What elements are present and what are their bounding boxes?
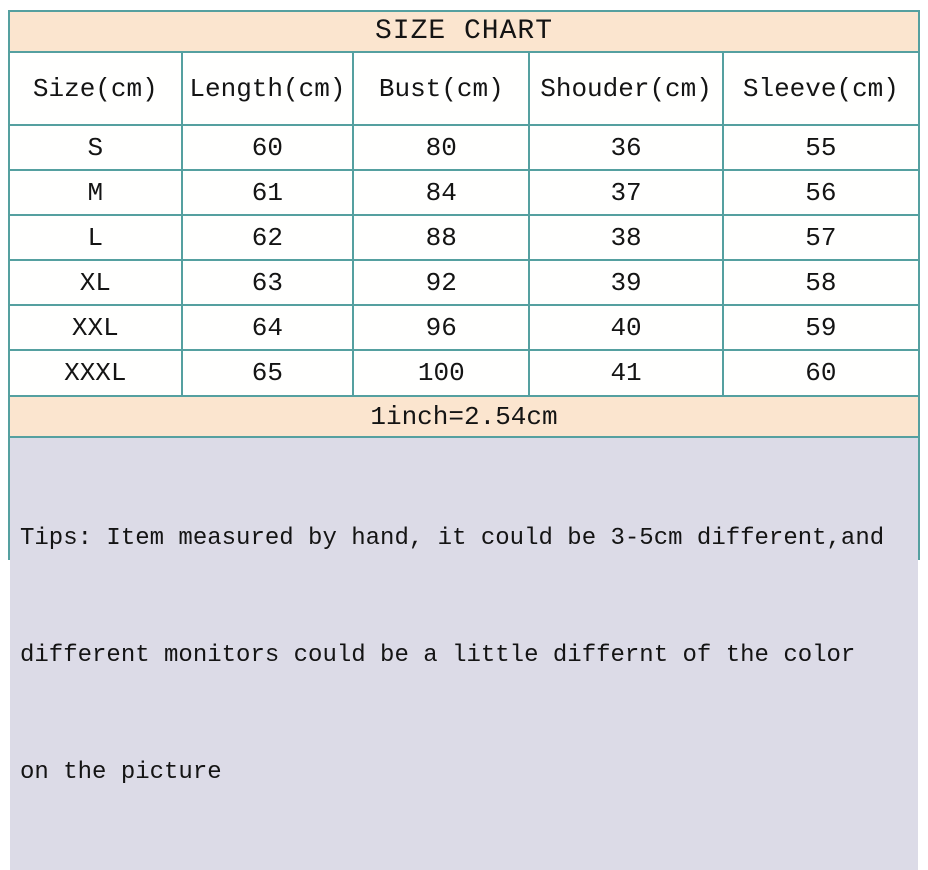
cell-shouder: 39 [528, 259, 724, 306]
size-chart-panel: SIZE CHART Size(cm) Length(cm) Bust(cm) … [8, 10, 920, 870]
column-header-length: Length(cm) [180, 52, 355, 126]
cell-sleeve: 60 [721, 349, 920, 396]
cell-size: XL [9, 259, 183, 306]
cell-bust: 80 [352, 124, 531, 171]
cell-bust: 88 [352, 214, 531, 261]
column-header-sleeve: Sleeve(cm) [721, 52, 920, 126]
tips-text: Tips: Item measured by hand, it could be… [10, 438, 918, 870]
column-header-size: Size(cm) [9, 52, 183, 126]
column-header-bust: Bust(cm) [352, 52, 531, 126]
cell-sleeve: 56 [721, 169, 920, 216]
cell-bust: 92 [352, 259, 531, 306]
cell-size: S [9, 124, 183, 171]
tips-line-2: different monitors could be a little dif… [20, 642, 856, 669]
table-row-xl: XL 63 92 39 58 [9, 259, 920, 306]
cell-sleeve: 58 [721, 259, 920, 306]
cell-length: 65 [180, 349, 355, 396]
cell-bust: 84 [352, 169, 531, 216]
cell-sleeve: 59 [721, 304, 920, 351]
table-row-xxxl: XXXL 65 100 41 60 [9, 349, 920, 396]
table-row-s: S 60 80 36 55 [9, 124, 920, 171]
cell-shouder: 41 [528, 349, 724, 396]
table-row-m: M 61 84 37 56 [9, 169, 920, 216]
tips-line-1: Tips: Item measured by hand, it could be… [20, 525, 885, 552]
table-row-l: L 62 88 38 57 [9, 214, 920, 261]
cell-size: XXL [9, 304, 183, 351]
cell-shouder: 36 [528, 124, 724, 171]
cell-shouder: 37 [528, 169, 724, 216]
cell-bust: 100 [352, 349, 531, 396]
cell-shouder: 38 [528, 214, 724, 261]
conversion-note: 1inch=2.54cm [10, 395, 918, 438]
table-header-row: Size(cm) Length(cm) Bust(cm) Shouder(cm)… [9, 52, 920, 126]
table-row-xxl: XXL 64 96 40 59 [9, 304, 920, 351]
cell-length: 63 [180, 259, 355, 306]
cell-size: M [9, 169, 183, 216]
column-header-shouder: Shouder(cm) [528, 52, 724, 126]
cell-sleeve: 55 [721, 124, 920, 171]
cell-bust: 96 [352, 304, 531, 351]
cell-length: 62 [180, 214, 355, 261]
cell-shouder: 40 [528, 304, 724, 351]
cell-size: L [9, 214, 183, 261]
cell-size: XXXL [9, 349, 183, 396]
cell-length: 60 [180, 124, 355, 171]
cell-sleeve: 57 [721, 214, 920, 261]
tips-line-3: on the picture [20, 759, 222, 786]
chart-title: SIZE CHART [10, 12, 918, 53]
cell-length: 64 [180, 304, 355, 351]
cell-length: 61 [180, 169, 355, 216]
size-table: Size(cm) Length(cm) Bust(cm) Shouder(cm)… [9, 52, 920, 396]
